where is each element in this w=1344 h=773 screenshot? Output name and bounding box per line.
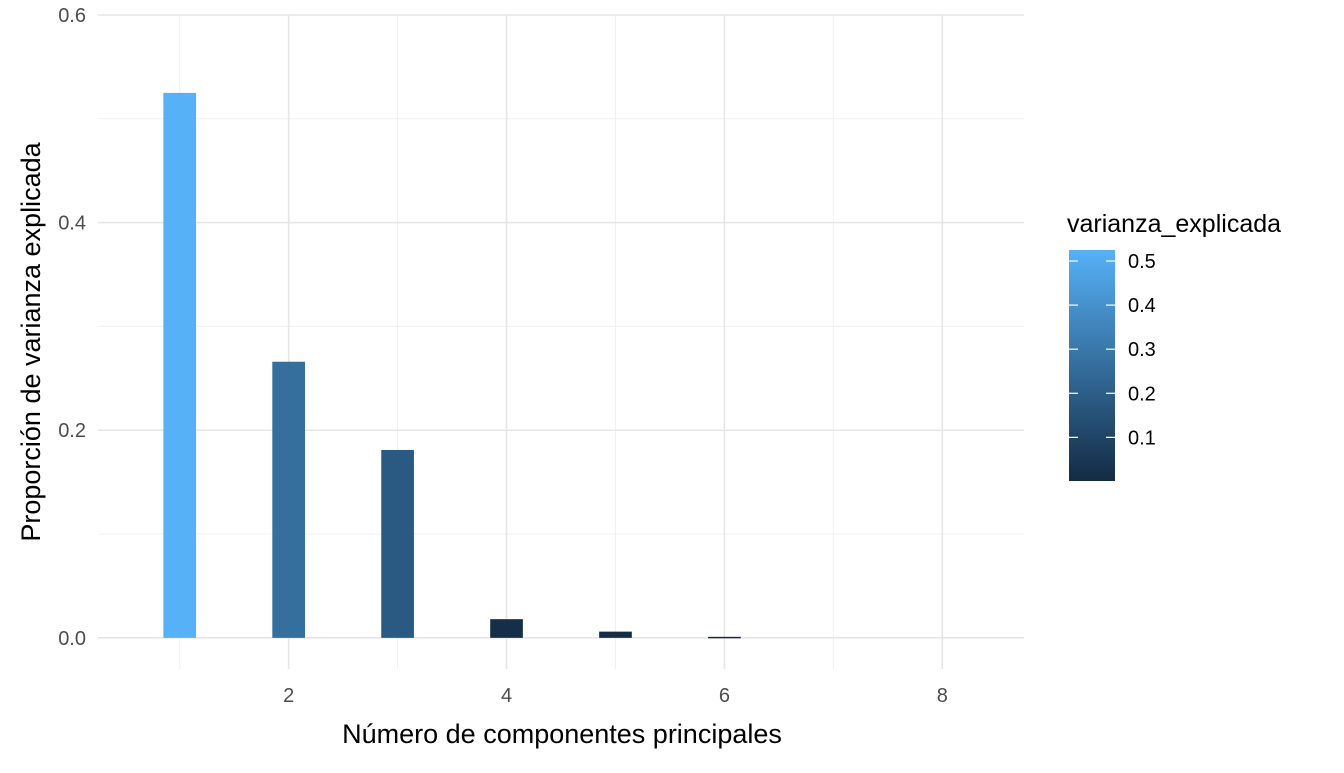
bar-6 [708, 636, 741, 639]
legend-ticks: 0.1 0.2 0.3 0.4 0.5 [1069, 251, 1156, 449]
legend-colorbar [1069, 250, 1115, 481]
legend-tick-label: 0.1 [1128, 427, 1156, 449]
bar-1 [163, 92, 197, 638]
x-tick-label: 8 [937, 685, 948, 707]
bar-2 [272, 361, 305, 638]
y-tick-label: 0.6 [58, 5, 86, 27]
major-gridlines [98, 14, 1024, 669]
bar-4 [490, 619, 523, 638]
x-tick-label: 2 [283, 685, 294, 707]
x-axis-title: Número de componentes principales [342, 719, 782, 749]
y-tick-label: 0.2 [58, 420, 86, 442]
legend-tick-label: 0.5 [1128, 251, 1156, 273]
y-axis-title: Proporción de varianza explicada [16, 141, 46, 541]
minor-gridlines [98, 15, 1024, 669]
x-axis-tick-labels: 2 4 6 8 [283, 685, 948, 707]
legend-title: varianza_explicada [1067, 210, 1281, 238]
y-tick-label: 0.4 [58, 213, 86, 235]
legend-tick-label: 0.2 [1128, 383, 1156, 405]
legend-tick-label: 0.3 [1128, 339, 1156, 361]
y-axis-tick-labels: 0.0 0.2 0.4 0.6 [58, 5, 86, 650]
bar-5 [599, 631, 632, 638]
legend-tick-label: 0.4 [1128, 295, 1156, 317]
bars [163, 92, 741, 639]
bar-3 [381, 449, 414, 638]
x-tick-label: 6 [719, 685, 730, 707]
y-tick-label: 0.0 [58, 628, 86, 650]
x-tick-label: 4 [501, 685, 512, 707]
legend: varianza_explicada 0.1 0.2 0.3 0.4 0.5 [1067, 210, 1281, 481]
